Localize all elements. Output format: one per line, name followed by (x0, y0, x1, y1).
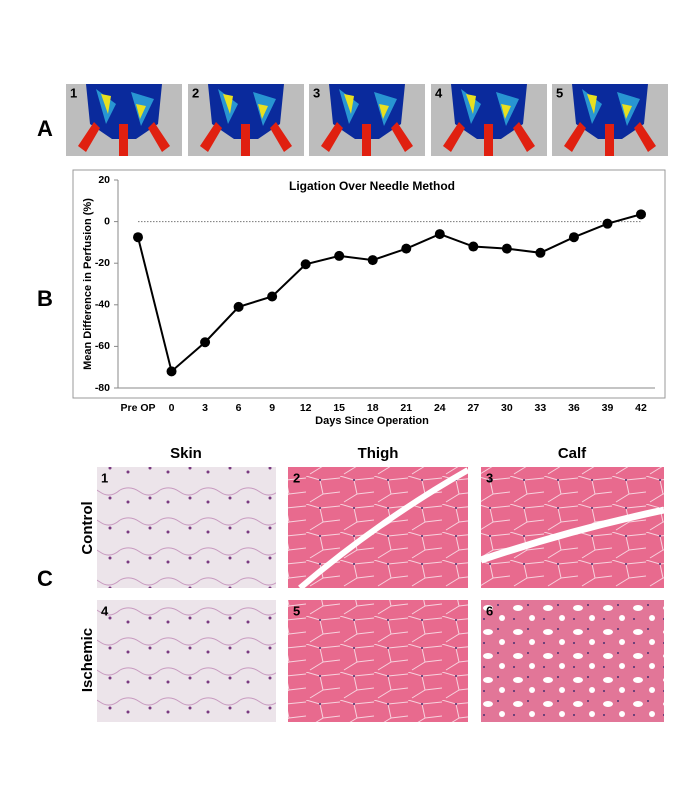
point (133, 232, 143, 243)
y-tick-label: 0 (104, 215, 110, 227)
point (200, 337, 211, 348)
perfusion-image (431, 84, 547, 156)
perfusion-image (309, 84, 425, 156)
panel-label: B (37, 286, 53, 311)
row-header: Control (79, 501, 96, 554)
y-axis-label: Mean Difference in Perfusion (%) (82, 198, 94, 370)
point (401, 243, 412, 254)
point (501, 243, 512, 254)
point (300, 259, 311, 270)
point (568, 232, 579, 243)
x-tick-label: 3 (202, 402, 208, 414)
chart-frame (72, 169, 666, 399)
image-number: 1 (101, 470, 108, 485)
x-tick-label: 36 (568, 402, 580, 414)
x-tick-label: 33 (535, 402, 547, 414)
x-tick-label: 30 (501, 402, 513, 414)
image-number: 5 (293, 603, 300, 618)
image-number: 3 (486, 470, 493, 485)
perfusion-image (552, 84, 668, 156)
perfusion-images: 1 2 3 4 5 (66, 84, 668, 156)
point (267, 291, 278, 302)
x-tick-label: 27 (467, 402, 479, 414)
row-header: Ischemic (79, 628, 96, 692)
point (535, 247, 546, 258)
histology-image (97, 467, 276, 588)
panel-label: C (37, 566, 53, 591)
image-number: 6 (486, 603, 493, 618)
image-number: 4 (101, 603, 109, 618)
point (602, 218, 613, 229)
y-tick-label: -40 (95, 299, 110, 311)
point (636, 209, 646, 220)
x-tick-label: Pre OP (120, 402, 155, 414)
x-tick-label: 15 (333, 402, 345, 414)
point (166, 366, 177, 377)
image-number: 3 (313, 85, 320, 100)
point (334, 250, 345, 261)
column-header: Thigh (358, 445, 399, 462)
y-tick-label: -20 (95, 257, 110, 269)
x-tick-label: 39 (602, 402, 614, 414)
line (137, 213, 642, 374)
image-number: 2 (192, 85, 199, 100)
point (233, 301, 244, 312)
y-tick-label: 20 (98, 174, 110, 186)
column-header: Skin (170, 445, 202, 462)
image-number: 2 (293, 470, 300, 485)
x-tick-label: 24 (434, 402, 446, 414)
x-tick-label: 0 (169, 402, 175, 414)
x-axis-label: Days Since Operation (315, 415, 429, 427)
y-tick-label: -60 (95, 340, 110, 352)
column-header: Calf (558, 445, 587, 462)
histology-image (481, 600, 664, 722)
histology-image (288, 600, 468, 722)
x-tick-label: 6 (236, 402, 242, 414)
x-tick-label: 18 (367, 402, 379, 414)
x-tick-label: 42 (635, 402, 647, 414)
x-tick-label: 12 (300, 402, 312, 414)
point (468, 241, 479, 252)
y-tick-label: -80 (95, 382, 110, 394)
image-number: 1 (70, 85, 77, 100)
perfusion-image (188, 84, 304, 156)
x-tick-label: 9 (269, 402, 275, 414)
point (434, 229, 445, 240)
histology-image (481, 467, 664, 588)
chart-title: Ligation Over Needle Method (289, 179, 455, 193)
histology-image (97, 600, 276, 722)
point (367, 255, 378, 266)
histology: Skin Thigh Calf Control Ischemic 1 2 3 4… (79, 445, 665, 722)
x-tick-label: 21 (400, 402, 412, 414)
perfusion-image (66, 84, 182, 156)
image-number: 4 (435, 85, 443, 100)
image-number: 5 (556, 85, 563, 100)
chart: Ligation Over Needle Method Days Since O… (82, 174, 655, 427)
panel-label: A (37, 116, 53, 141)
